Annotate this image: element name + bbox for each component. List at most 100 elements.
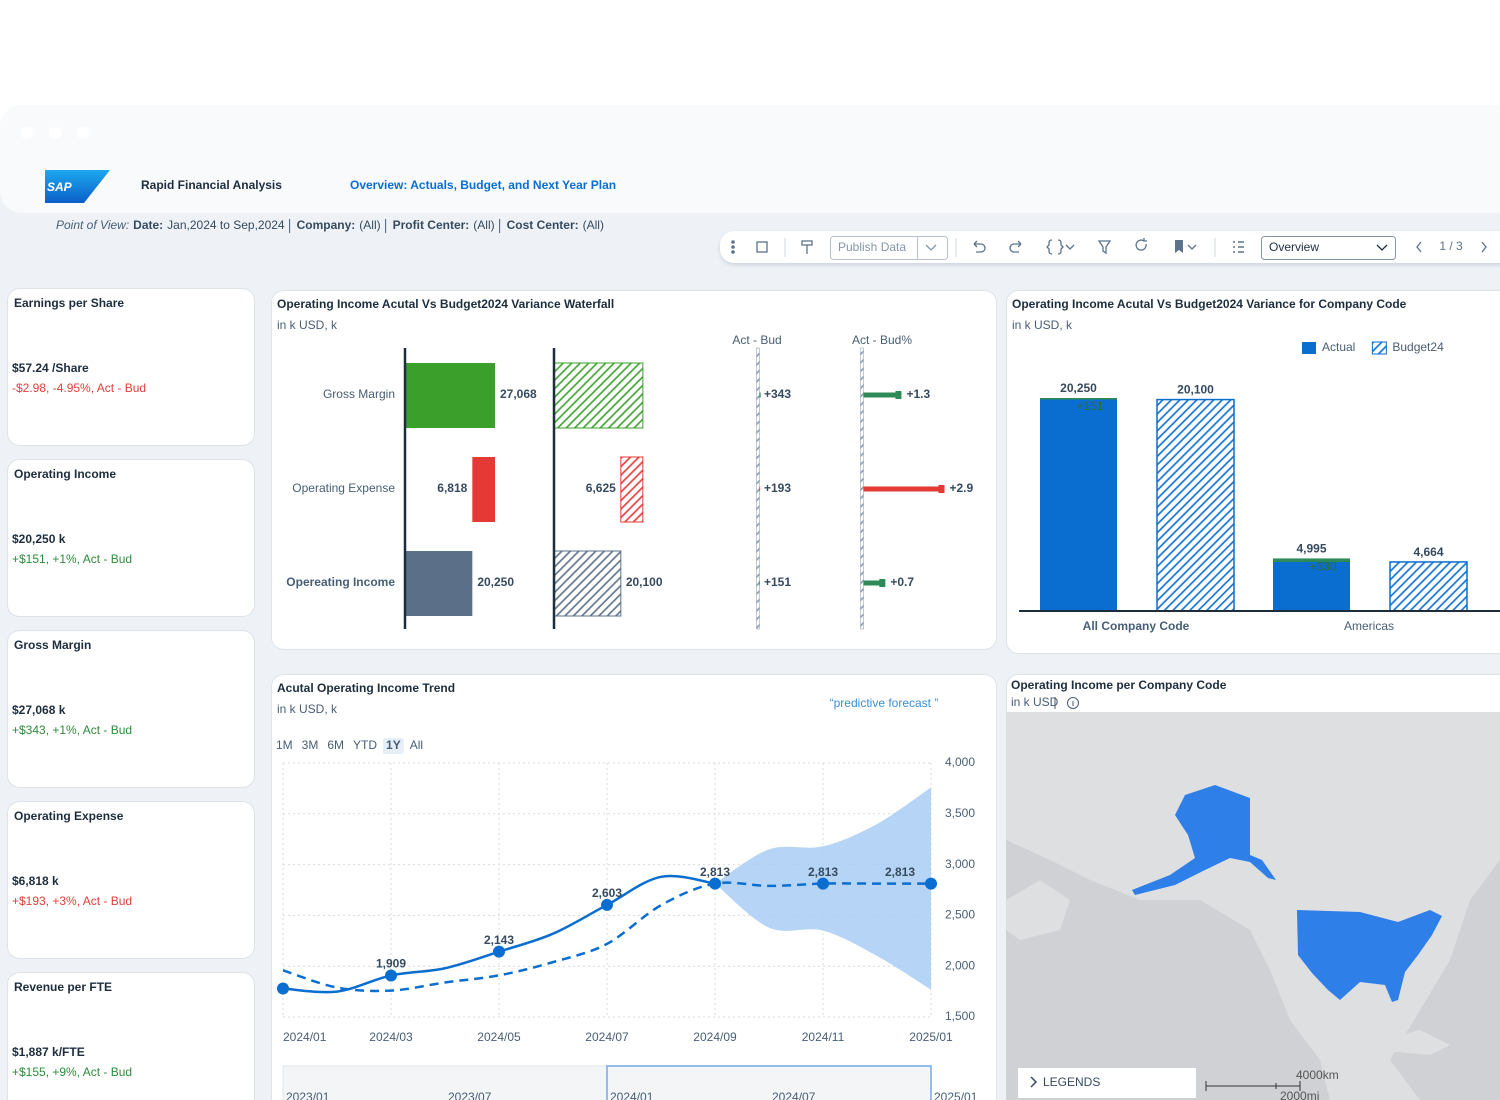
range-button[interactable]: 1Y (386, 738, 401, 752)
publish-button[interactable] (830, 236, 948, 260)
scale-bar (1205, 1081, 1301, 1091)
x-tick-label: 2024/11 (802, 1030, 845, 1044)
chart-subtitle: in k USD, k (277, 702, 338, 716)
x-tick-label: 2024/05 (477, 1030, 521, 1044)
window-dot (77, 127, 89, 139)
y-tick-label: 2,500 (945, 908, 975, 922)
kpi-title: Earnings per Share (14, 296, 124, 310)
icon-outline[interactable] (1233, 241, 1244, 253)
value-label: 2,143 (484, 933, 514, 947)
navigator-label: 2025/01 (934, 1090, 978, 1100)
kpi-value: $20,250 k (12, 532, 66, 546)
variance-bar (759, 392, 761, 398)
kpi-delta: +$155, +9%, Act - Bud (12, 1065, 132, 1079)
bar (1273, 558, 1350, 611)
data-point (277, 982, 289, 995)
icon-bookmark[interactable] (1175, 240, 1183, 253)
publish-label: Publish Data (838, 240, 906, 254)
kpi-card (7, 459, 255, 617)
pov-filter-value: (All) (583, 218, 604, 232)
value-label: 20,100 (1177, 383, 1214, 397)
value-label: 1,909 (376, 957, 406, 971)
icon-redo[interactable] (1009, 240, 1022, 253)
y-tick-label: 4,000 (945, 755, 975, 769)
actual-bar (405, 551, 473, 616)
kpi-delta: +$193, +3%, Act - Bud (12, 894, 132, 908)
chart-title: Acutal Operating Income Trend (277, 681, 455, 695)
navigator-label: 2023/07 (448, 1090, 492, 1100)
window-dot (21, 127, 33, 139)
publish-dropdown[interactable] (925, 244, 937, 251)
x-tick-label: 2024/03 (369, 1030, 413, 1044)
content: Point of View: Date: Jan,2024 to Sep,2024 C… (7, 218, 1500, 1100)
value-label: 2,813 (885, 865, 915, 879)
variance-bar (1273, 558, 1350, 562)
budget-bar (553, 362, 644, 429)
x-tick-label: All Company Code (1083, 619, 1190, 633)
kpi-card (7, 801, 255, 959)
bar (1156, 398, 1235, 612)
legend-swatch (1302, 342, 1316, 354)
value-label: 2,603 (592, 886, 622, 900)
variance-pct-end (938, 485, 945, 493)
map-land (1006, 712, 1500, 1100)
value-label: 4,995 (1296, 542, 1326, 556)
kpi-card (7, 288, 255, 446)
icon-filter[interactable] (1097, 240, 1112, 255)
x-tick-label: 2024/01 (283, 1030, 327, 1044)
value-label: 2,813 (808, 865, 838, 879)
data-point (925, 877, 937, 890)
bar (1040, 398, 1117, 611)
kpi-value: $27,068 k (12, 703, 66, 717)
y-tick-label: 3,500 (945, 806, 975, 820)
window-dot (49, 127, 61, 139)
icon-next[interactable] (1481, 241, 1487, 253)
range-button[interactable]: All (410, 738, 423, 752)
info-icon (1067, 697, 1079, 709)
value-label: 6,818 (437, 481, 467, 495)
icon-save[interactable] (756, 241, 768, 253)
icon-refresh[interactable] (1135, 238, 1147, 251)
legends-button[interactable] (1018, 1068, 1196, 1098)
select-chevron (1376, 244, 1388, 251)
page-select[interactable] (1261, 236, 1396, 260)
value-label: +151 (764, 575, 791, 589)
icon-formula[interactable] (1046, 239, 1075, 255)
chart-title: Operating Income Acutal Vs Budget2024 Va… (277, 297, 614, 311)
range-button[interactable]: YTD (353, 738, 377, 752)
data-point (385, 969, 397, 982)
value-label: +343 (764, 387, 791, 401)
kpi-value: $1,887 k/FTE (12, 1045, 85, 1059)
data-point (817, 877, 829, 890)
toolbar-icons (731, 238, 1487, 257)
page-indicator: 1 / 3 (1439, 239, 1463, 253)
kpi-title: Operating Expense (14, 809, 124, 823)
icon-undo[interactable] (973, 240, 986, 253)
value-label: +0.7 (890, 575, 914, 589)
category-label: Opereating Income (286, 575, 395, 589)
chart-subtitle: in k USD, k (277, 318, 338, 332)
scale-label: 4000km (1296, 1068, 1339, 1082)
column-header: Act - Bud% (852, 333, 912, 347)
x-tick-label: Americas (1344, 619, 1394, 633)
range-button[interactable]: 1M (276, 738, 293, 752)
kpi-delta: +$343, +1%, Act - Bud (12, 723, 132, 737)
range-button[interactable]: 6M (327, 738, 344, 752)
legends-chevron (1030, 1076, 1038, 1088)
kpi-title: Gross Margin (14, 638, 91, 652)
data-point (709, 877, 721, 890)
map-land (1006, 880, 1070, 940)
axis-line (860, 347, 864, 630)
icon-prev[interactable] (1416, 241, 1422, 253)
value-label: 4,664 (1413, 545, 1443, 559)
legend-swatch (1371, 341, 1387, 355)
icon-more[interactable] (731, 240, 735, 244)
actual-bar (472, 457, 495, 522)
legend-label: Budget24 (1392, 340, 1444, 354)
range-button[interactable]: 3M (302, 738, 319, 752)
page-title: Overview: Actuals, Budget, and Next Year… (350, 178, 616, 192)
range-button-selected (383, 738, 404, 754)
kpi-card (7, 630, 255, 788)
header-bar (0, 105, 1500, 213)
